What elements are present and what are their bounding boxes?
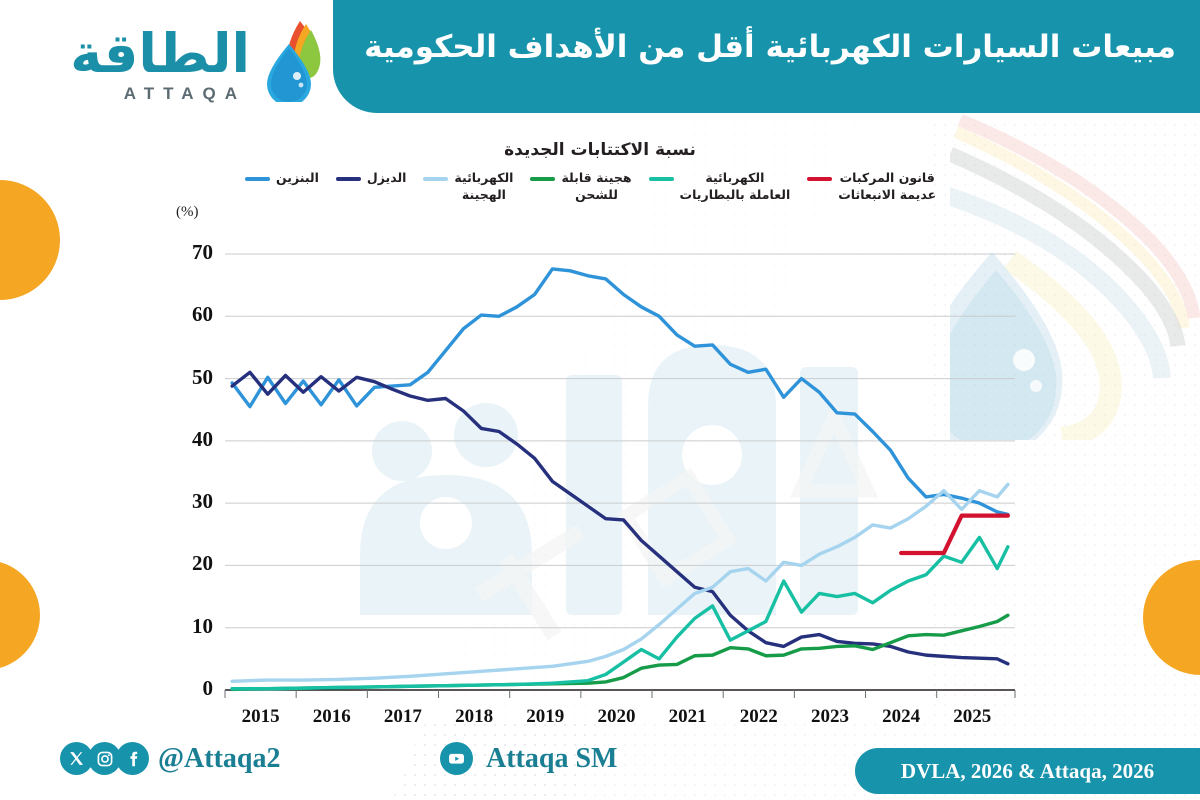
legend-label-petrol: البنزين [276, 170, 319, 185]
y-axis-tick-0: 0 [202, 676, 214, 700]
chart-legend: البنزين الديزل الكهربائية الهجينة هجينة … [245, 170, 960, 222]
legend-label-hybrid: الكهربائية الهجينة [454, 170, 514, 202]
chart-plot-area [224, 253, 1016, 698]
x-axis-tick-2025: 2025 [953, 706, 992, 727]
x-axis-tick-2021: 2021 [668, 706, 707, 727]
x-axis-tick-2020: 2020 [597, 706, 636, 727]
watermark-attaqa [360, 345, 879, 641]
legend-swatch-bev [648, 177, 674, 181]
y-axis-tick-70: 70 [192, 240, 213, 264]
footer: @Attaqa2 Attaqa SM [0, 728, 1200, 800]
social-handle[interactable]: @Attaqa2 [158, 742, 281, 774]
source-text: DVLA, 2026 & Attaqa, 2026 [900, 758, 1155, 783]
legend-swatch-petrol [245, 177, 270, 181]
instagram-icon[interactable] [88, 742, 121, 775]
y-axis-tick-10: 10 [192, 613, 213, 638]
youtube-icon[interactable] [440, 742, 473, 775]
x-axis-tick-2024: 2024 [882, 706, 921, 727]
y-axis-tick-20: 20 [192, 551, 213, 576]
chart-container: نسبة الاكتتابات الجديدة البنزين الديزل ا… [0, 118, 1200, 728]
legend-item-hybrid[interactable]: الكهربائية الهجينة [423, 170, 513, 204]
legend-label-diesel: الديزل [366, 170, 407, 185]
legend-swatch-hybrid [423, 177, 449, 181]
page-title: مبيعات السيارات الكهربائية أقل من الأهدا… [364, 29, 1176, 65]
legend-item-zev-mandate[interactable]: قانون المركبات عديمة الانبعاثات [807, 170, 936, 204]
x-icon[interactable] [60, 742, 93, 775]
chart-subtitle: نسبة الاكتتابات الجديدة [504, 140, 696, 160]
attaqa-logo[interactable]: الطاقة ATTAQA [34, 18, 324, 110]
y-axis-tick-50: 50 [192, 364, 213, 389]
legend-label-zev-mandate: قانون المركبات عديمة الانبعاثات [838, 170, 937, 202]
source-attribution-pill: DVLA, 2026 & Attaqa, 2026 [855, 748, 1200, 794]
x-axis-tick-2023: 2023 [810, 706, 849, 727]
legend-label-phev: هجينة قابلة للشحن [561, 170, 632, 202]
x-axis-tick-2015: 2015 [241, 706, 280, 727]
social-links-group[interactable]: @Attaqa2 [60, 742, 281, 775]
y-axis-unit-label: (%) [176, 204, 199, 220]
x-axis-tick-2019: 2019 [526, 706, 565, 727]
x-axis-tick-2016: 2016 [312, 706, 351, 727]
legend-swatch-zev-mandate [807, 177, 833, 181]
legend-item-petrol[interactable]: البنزين [245, 170, 319, 187]
logo-latin-text: ATTAQA [123, 84, 246, 103]
decorative-droplet-watermark [950, 114, 1200, 440]
title-panel: مبيعات السيارات الكهربائية أقل من الأهدا… [333, 0, 1200, 113]
legend-item-diesel[interactable]: الديزل [335, 170, 407, 187]
youtube-handle[interactable]: Attaqa SM [486, 742, 618, 774]
facebook-icon[interactable] [116, 742, 149, 775]
logo-droplet-icon [267, 21, 321, 102]
logo-arabic-text: الطاقة [70, 22, 252, 85]
x-axis-tick-2018: 2018 [455, 706, 494, 727]
legend-label-bev: الكهربائية العاملة بالبطاريات [679, 170, 791, 202]
legend-item-phev[interactable]: هجينة قابلة للشحن [530, 170, 632, 204]
legend-swatch-diesel [335, 177, 361, 181]
legend-item-bev[interactable]: الكهربائية العاملة بالبطاريات [648, 170, 791, 204]
y-axis-tick-40: 40 [192, 426, 213, 451]
y-axis-tick-60: 60 [192, 302, 213, 327]
x-axis-tick-2017: 2017 [383, 706, 422, 727]
y-axis-tick-30: 30 [192, 489, 213, 514]
youtube-link-group[interactable]: Attaqa SM [440, 742, 617, 775]
legend-swatch-phev [530, 177, 556, 181]
x-axis-tick-2022: 2022 [739, 706, 778, 727]
